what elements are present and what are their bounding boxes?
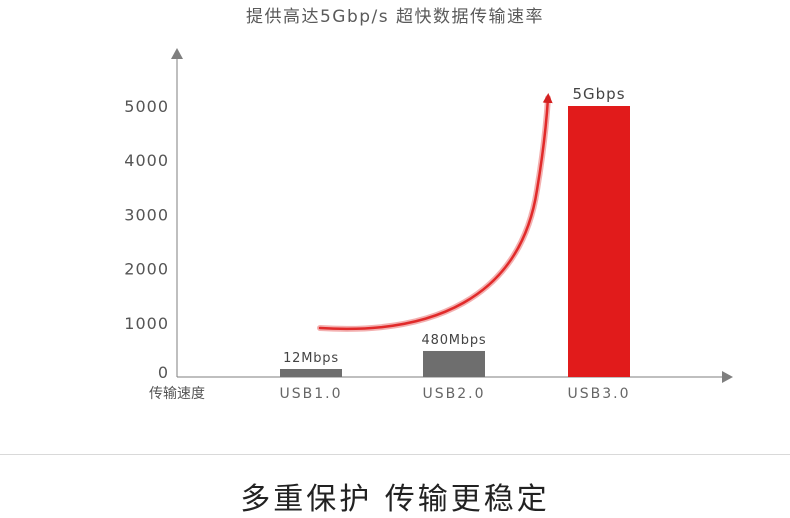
bar-usb3-0	[568, 106, 630, 377]
section-heading: 多重保护 传输更稳定	[240, 482, 550, 517]
y-tick-label: 5000	[124, 97, 169, 116]
x-axis-title: 传输速度	[149, 386, 205, 402]
bar-usb2-0	[423, 350, 485, 377]
data-label: 5Gbps	[572, 85, 625, 103]
y-tick-label: 1000	[124, 314, 169, 333]
bar-chart: 0 1000 2000 3000 4000 5000 传输速度 USB1.0 12Mbps US…	[124, 48, 733, 402]
y-tick-label: 2000	[124, 260, 169, 279]
growth-curve-glow	[317, 95, 551, 332]
data-label: 480Mbps	[422, 333, 487, 348]
section-divider	[0, 454, 790, 455]
x-tick-label: USB2.0	[422, 386, 485, 402]
y-axis-arrow-icon	[171, 48, 183, 59]
data-label: 12Mbps	[283, 351, 339, 366]
x-tick-label: USB1.0	[279, 386, 342, 402]
bar-usb1-0	[280, 369, 342, 377]
y-tick-label: 0	[158, 363, 169, 382]
y-tick-label: 4000	[124, 151, 169, 170]
x-tick-label: USB3.0	[567, 386, 630, 402]
growth-curve-arrow	[318, 93, 553, 331]
x-axis-arrow-icon	[722, 371, 733, 383]
y-tick-label: 3000	[124, 205, 169, 224]
chart-subtitle: 提供高达5Gbp/s 超快数据传输速率	[245, 7, 545, 27]
